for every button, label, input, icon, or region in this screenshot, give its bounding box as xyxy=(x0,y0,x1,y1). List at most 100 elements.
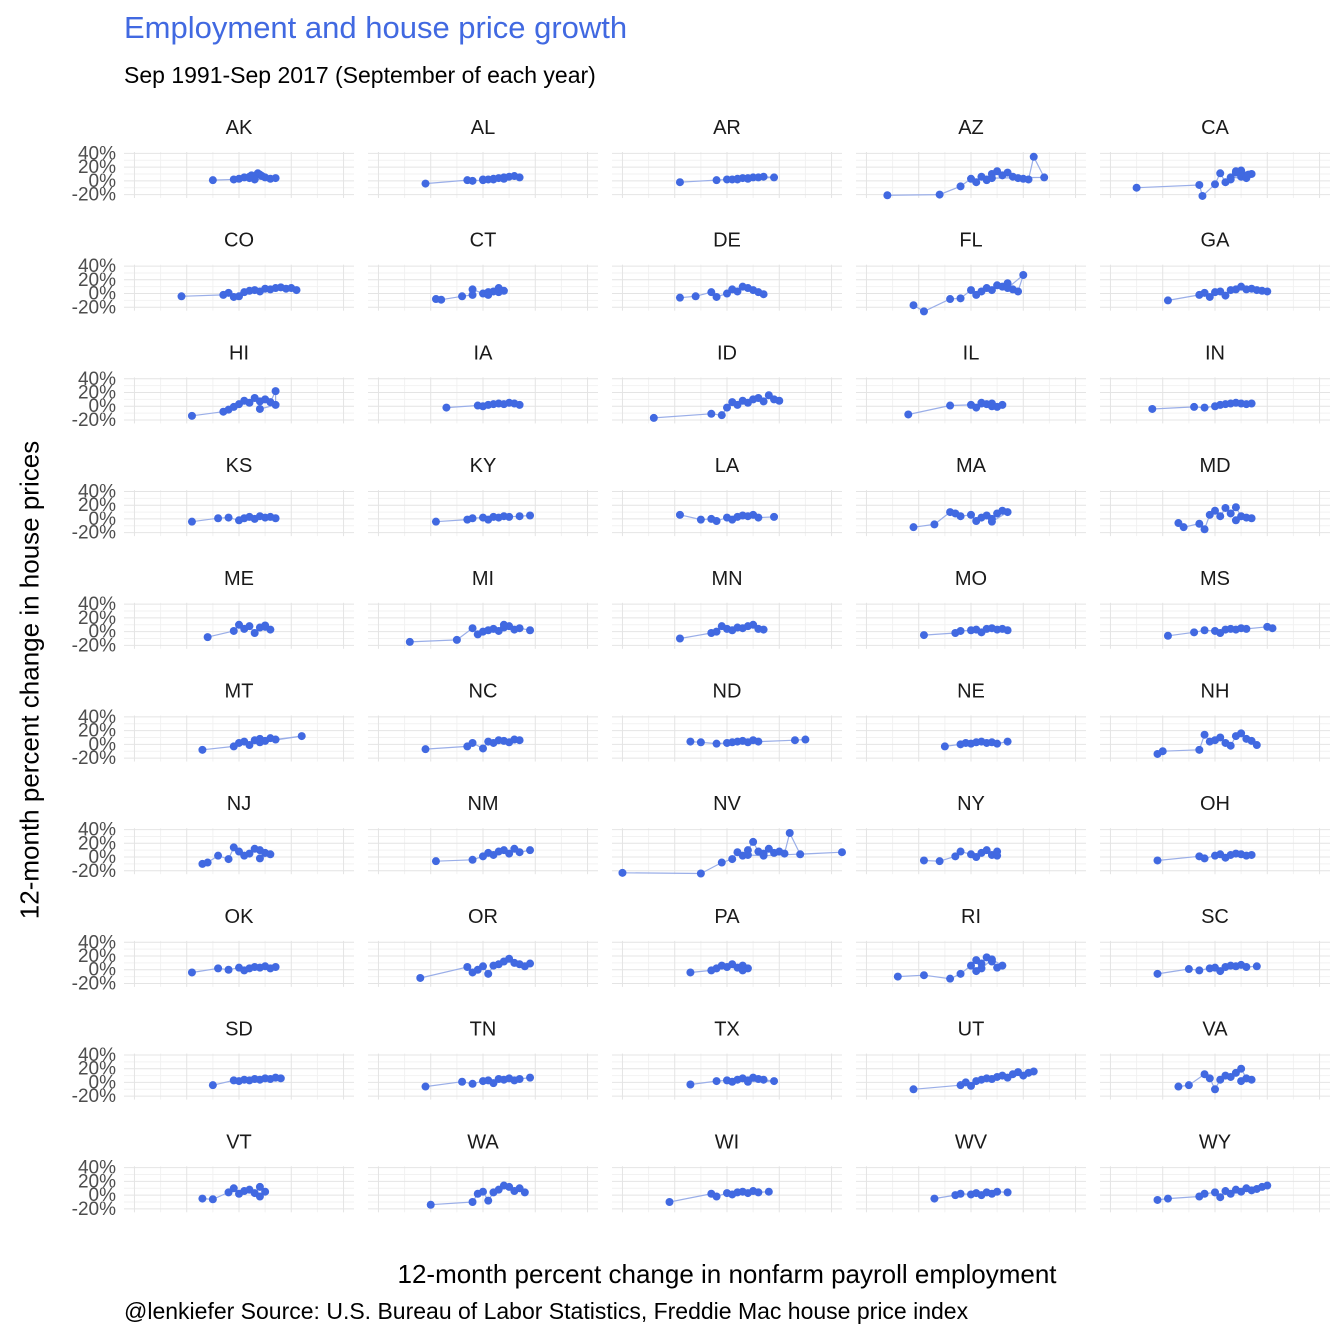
facet-strip-label: MT xyxy=(225,681,254,703)
data-point xyxy=(1231,516,1240,525)
data-point xyxy=(956,969,965,978)
data-point xyxy=(187,968,196,977)
data-point xyxy=(515,400,524,409)
data-point xyxy=(618,868,627,877)
data-point xyxy=(468,738,477,747)
data-point xyxy=(245,398,254,407)
data-point xyxy=(764,1187,773,1196)
facet-strip-label: MN xyxy=(711,568,742,590)
data-point xyxy=(1195,519,1204,528)
data-point xyxy=(1226,173,1235,182)
facet-strip-label: OR xyxy=(468,906,498,928)
facet-strip-label: CO xyxy=(224,230,254,252)
data-point xyxy=(972,967,981,976)
facet-strip-label: PA xyxy=(714,906,740,928)
y-tick-label: 20% xyxy=(78,833,116,854)
data-point xyxy=(1024,175,1033,184)
data-point xyxy=(1211,1188,1219,1197)
data-point xyxy=(1198,191,1207,200)
data-point xyxy=(479,1187,487,1196)
facet-strip-label: AZ xyxy=(958,117,984,139)
data-point xyxy=(686,737,695,746)
data-point xyxy=(759,1075,768,1084)
data-point xyxy=(1231,503,1240,512)
facet-strip-label: IN xyxy=(1205,342,1225,364)
y-tick-label: -20% xyxy=(72,973,116,994)
data-point xyxy=(266,850,275,859)
data-point xyxy=(967,961,975,970)
facet-strip-label: MA xyxy=(956,455,987,477)
data-point xyxy=(987,517,996,526)
data-point xyxy=(1163,296,1172,305)
data-point xyxy=(515,173,524,182)
facet-strip-label: WA xyxy=(467,1131,499,1153)
data-point xyxy=(1247,1075,1256,1084)
data-point xyxy=(675,178,684,187)
y-tick-label: 20% xyxy=(78,383,116,404)
facet-strip-label: TN xyxy=(470,1019,497,1041)
data-point xyxy=(1205,292,1214,301)
data-point xyxy=(1019,270,1028,279)
y-tick-label: 40% xyxy=(78,369,116,390)
data-point xyxy=(775,396,784,405)
data-point xyxy=(515,1075,524,1084)
data-point xyxy=(1195,180,1204,189)
data-point xyxy=(177,292,186,301)
data-point xyxy=(712,739,721,748)
data-point xyxy=(1158,747,1167,756)
data-point xyxy=(271,387,280,396)
data-point xyxy=(245,741,254,750)
data-point xyxy=(1216,169,1225,178)
data-point xyxy=(707,409,716,418)
y-tick-label: 20% xyxy=(78,157,116,178)
facet-strip-label: ID xyxy=(717,342,737,364)
data-point xyxy=(515,512,524,521)
data-point xyxy=(1237,1064,1246,1073)
data-point xyxy=(759,397,768,406)
facet-strip-label: TX xyxy=(714,1019,740,1041)
chart-title: Employment and house price growth xyxy=(124,10,628,45)
data-point xyxy=(1237,1077,1246,1086)
data-point xyxy=(998,961,1007,970)
data-point xyxy=(987,955,996,964)
data-point xyxy=(993,1187,1002,1196)
facet-strip-label: UT xyxy=(958,1019,985,1041)
data-point xyxy=(1226,509,1235,518)
data-point xyxy=(245,172,254,181)
y-tick-label: -20% xyxy=(72,748,116,769)
data-point xyxy=(993,847,1002,856)
data-point xyxy=(214,964,223,973)
y-tick-label: 0% xyxy=(89,284,117,305)
data-point xyxy=(1200,525,1209,534)
y-tick-label: 40% xyxy=(78,820,116,841)
chart-subtitle: Sep 1991-Sep 2017 (September of each yea… xyxy=(124,62,596,88)
data-point xyxy=(468,855,477,864)
data-point xyxy=(431,517,440,526)
data-point xyxy=(1211,506,1219,515)
facet-strip-label: NV xyxy=(713,793,741,815)
data-point xyxy=(759,625,768,634)
data-point xyxy=(463,962,472,971)
data-point xyxy=(405,637,414,646)
data-point xyxy=(696,869,705,878)
facet-strip-label: SC xyxy=(1201,906,1229,928)
data-point xyxy=(770,512,779,521)
facet-strip-label: ME xyxy=(224,568,254,590)
data-point xyxy=(245,622,254,631)
facet-strip-label: ND xyxy=(713,681,742,703)
data-point xyxy=(250,629,259,638)
data-point xyxy=(696,515,705,524)
y-tick-label: 40% xyxy=(78,1158,116,1179)
facet-strip-label: MI xyxy=(472,568,494,590)
data-point xyxy=(1226,741,1235,750)
data-point xyxy=(208,1081,217,1090)
data-point xyxy=(893,972,902,981)
y-tick-label: 20% xyxy=(78,270,116,291)
data-point xyxy=(468,176,477,185)
data-point xyxy=(208,1195,217,1204)
data-point xyxy=(1190,628,1199,637)
data-point xyxy=(935,190,944,199)
data-point xyxy=(883,191,892,200)
data-point xyxy=(733,175,742,184)
facet-strip-label: CT xyxy=(470,230,497,252)
